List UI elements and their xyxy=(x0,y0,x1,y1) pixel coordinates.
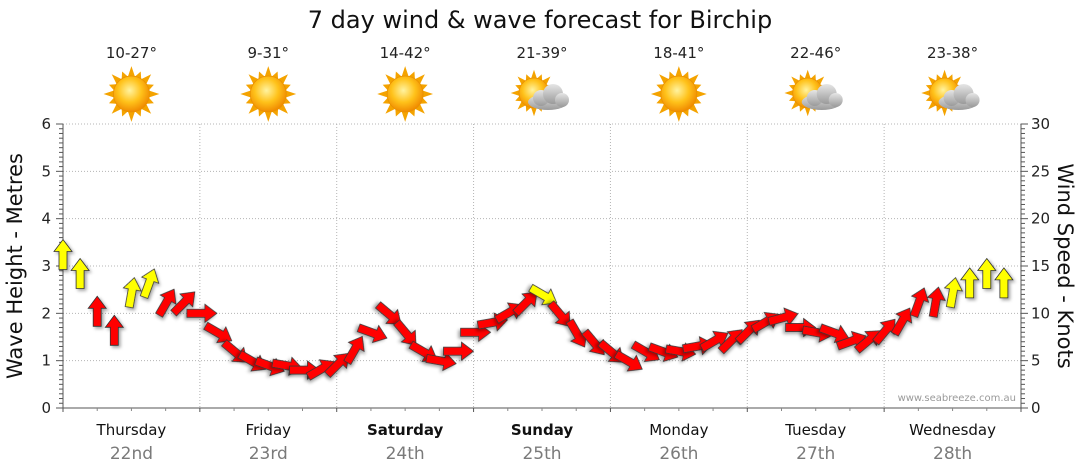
daily-forecast-row: 10-27° 9-31° 14-42° 21-39° 18-41° 22-46° 23-38… xyxy=(103,44,980,122)
y-tick-label-right: 0 xyxy=(1031,399,1041,417)
wind-arrow xyxy=(155,288,177,318)
day-date-label: 25th xyxy=(522,444,561,464)
y-tick-label-left: 5 xyxy=(41,162,51,180)
cloud-shape xyxy=(938,84,980,110)
wind-arrow xyxy=(818,323,850,344)
wind-arrow xyxy=(443,341,475,362)
y-tick-label-left: 0 xyxy=(41,399,51,417)
day-name-label: Tuesday xyxy=(784,421,846,439)
y-axis-left-title: Wave Height - Metres xyxy=(3,153,27,379)
y-tick-label-left: 3 xyxy=(41,257,51,275)
credit-text: www.seabreeze.com.au xyxy=(898,393,1016,404)
wind-arrow xyxy=(528,283,558,306)
wind-arrow xyxy=(324,352,350,378)
day-date-label: 26th xyxy=(659,444,698,464)
wind-arrow xyxy=(994,267,1014,299)
partly-cloudy-icon xyxy=(784,69,843,117)
wind-arrow xyxy=(909,287,930,318)
day-temperature-range: 18-41° xyxy=(653,44,704,62)
y-tick-label-right: 5 xyxy=(1031,352,1041,370)
sunny-icon xyxy=(240,66,297,122)
wind-arrow xyxy=(139,268,160,299)
sun-disc xyxy=(249,75,287,113)
sunny-icon xyxy=(103,66,160,122)
chart-title: 7 day wind & wave forecast for Birchip xyxy=(308,6,772,34)
day-temperature-range: 23-38° xyxy=(927,44,978,62)
partly-cloudy-icon xyxy=(921,69,980,117)
partly-cloudy-icon xyxy=(510,69,569,117)
chart-axes: 0 1 2 3 4 5 6 0 5 10 15 20 25 30 xyxy=(41,115,1050,417)
wind-arrow xyxy=(959,267,980,299)
y-tick-label-right: 15 xyxy=(1031,257,1050,275)
y-tick-label-left: 2 xyxy=(41,304,51,322)
wind-arrow xyxy=(853,330,881,354)
sunny-icon xyxy=(650,66,707,122)
x-axis-day-labels: Thursday 22nd Friday 23rd Saturday 24th Sunday… xyxy=(96,421,997,464)
day-temperature-range: 9-31° xyxy=(248,44,290,62)
wind-arrow xyxy=(613,350,643,372)
chart-grid xyxy=(63,123,1021,408)
day-name-label: Friday xyxy=(246,421,292,439)
wind-arrow xyxy=(87,295,107,327)
wind-arrow xyxy=(393,319,417,346)
day-date-label: 24th xyxy=(386,444,425,464)
day-name-label: Sunday xyxy=(511,421,574,439)
day-date-label: 23rd xyxy=(249,444,288,464)
wind-arrow xyxy=(53,238,73,270)
wind-arrow xyxy=(122,277,142,309)
day-temperature-range: 21-39° xyxy=(516,44,567,62)
wind-arrow xyxy=(356,323,388,344)
sun-disc xyxy=(660,75,698,113)
day-date-label: 22nd xyxy=(110,444,153,464)
wind-arrow xyxy=(890,307,913,337)
day-date-label: 28th xyxy=(933,444,972,464)
wind-arrow xyxy=(943,277,964,309)
wind-arrow-series xyxy=(53,238,1014,381)
wind-arrow xyxy=(547,300,571,327)
y-tick-label-right: 30 xyxy=(1031,115,1050,133)
day-temperature-range: 22-46° xyxy=(790,44,841,62)
wind-arrow xyxy=(512,291,538,317)
cloud-shape xyxy=(528,84,569,110)
wind-arrow xyxy=(104,314,125,346)
y-tick-label-left: 1 xyxy=(41,352,51,370)
y-tick-label-right: 25 xyxy=(1031,162,1050,180)
wind-arrow xyxy=(70,257,90,289)
sunny-icon xyxy=(377,66,434,122)
day-temperature-range: 10-27° xyxy=(106,44,157,62)
wind-arrow xyxy=(374,301,402,325)
day-name-label: Wednesday xyxy=(909,421,996,439)
wind-arrow xyxy=(976,257,997,289)
day-temperature-range: 14-42° xyxy=(380,44,431,62)
sun-disc xyxy=(113,75,150,113)
y-tick-label-right: 10 xyxy=(1031,304,1050,322)
day-date-label: 27th xyxy=(796,444,835,464)
day-name-label: Saturday xyxy=(367,421,444,439)
wind-arrow xyxy=(170,291,196,317)
wind-arrow xyxy=(717,329,743,355)
y-tick-label-right: 20 xyxy=(1031,210,1050,228)
sun-disc xyxy=(386,75,424,113)
day-name-label: Monday xyxy=(649,421,708,439)
y-tick-label-left: 4 xyxy=(41,210,51,228)
wind-arrow xyxy=(926,286,946,318)
wind-arrow xyxy=(203,321,233,344)
cloud-shape xyxy=(801,84,843,110)
y-tick-label-left: 6 xyxy=(41,115,51,133)
day-name-label: Thursday xyxy=(96,421,167,439)
wind-arrow xyxy=(343,335,365,366)
y-axis-right-title: Wind Speed - Knots xyxy=(1053,163,1077,368)
wind-arrow xyxy=(186,303,218,324)
